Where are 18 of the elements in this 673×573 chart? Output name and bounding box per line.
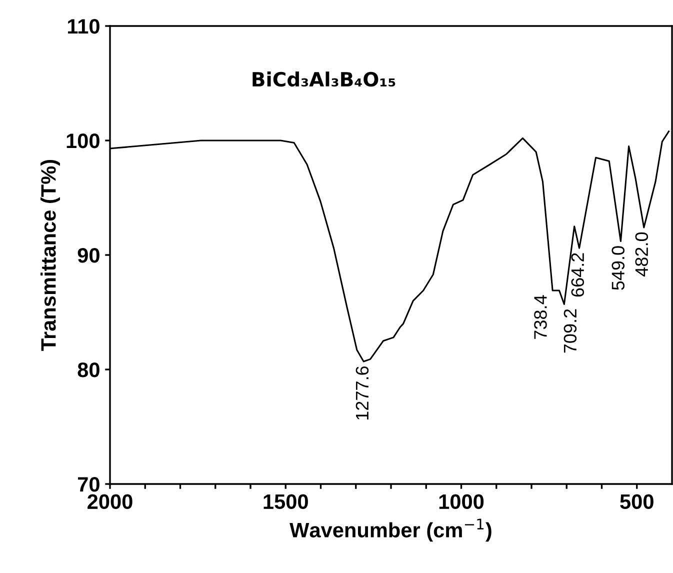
x-tick-label: 500 [620, 494, 654, 510]
y-tick-label: 100 [66, 134, 100, 148]
x-tick-label: 1500 [264, 494, 308, 510]
y-tick-label: 90 [78, 248, 100, 263]
annotation: 482.0 [635, 232, 648, 276]
annotation: 1277.6 [356, 366, 369, 420]
annotation: 709.2 [564, 309, 577, 353]
text: BiCd₃Al₃B₄O₁₅ [252, 72, 396, 87]
y-tick-label: 80 [78, 362, 100, 378]
y-tick-label: 70 [78, 477, 100, 492]
annotation: 664.2 [571, 253, 584, 297]
x-tick-label: 1000 [439, 494, 484, 510]
annotation: 549.0 [612, 246, 625, 290]
y-tick-label: 110 [68, 19, 100, 34]
x-axis-title: Wavenumber (cm$^{−1}$) [290, 518, 492, 542]
x-tick-label: 2000 [88, 494, 132, 510]
y-axis-title: Transmittance (T%) [40, 160, 60, 351]
annotation: 738.4 [534, 295, 547, 339]
